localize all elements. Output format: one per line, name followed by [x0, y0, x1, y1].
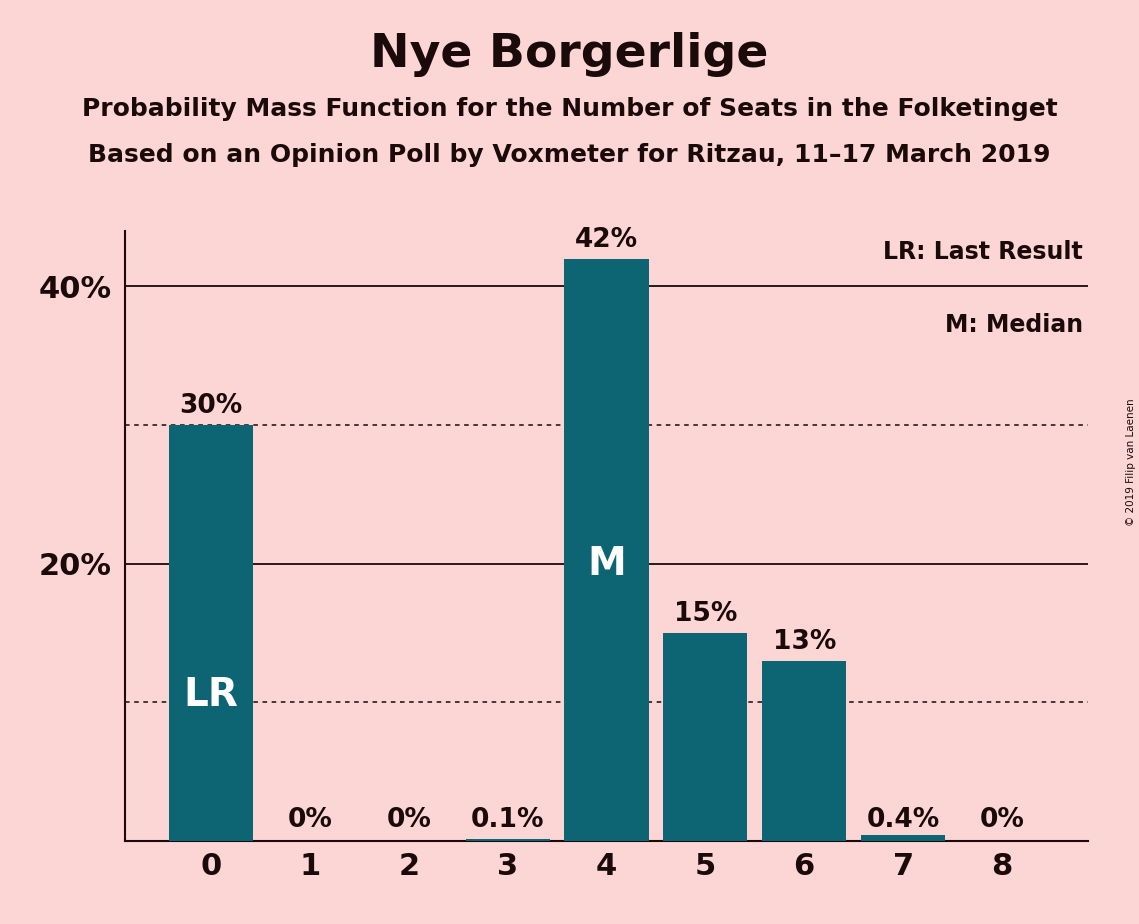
- Text: 0%: 0%: [287, 807, 333, 833]
- Text: Nye Borgerlige: Nye Borgerlige: [370, 32, 769, 78]
- Text: 0%: 0%: [386, 807, 432, 833]
- Text: 13%: 13%: [772, 629, 836, 655]
- Text: M: Median: M: Median: [945, 313, 1083, 337]
- Bar: [169, 425, 253, 841]
- Text: M: M: [587, 544, 626, 583]
- Text: Based on an Opinion Poll by Voxmeter for Ritzau, 11–17 March 2019: Based on an Opinion Poll by Voxmeter for…: [88, 143, 1051, 167]
- Text: LR: LR: [183, 676, 238, 714]
- Text: 30%: 30%: [180, 394, 243, 419]
- Bar: [466, 840, 550, 841]
- Text: 42%: 42%: [575, 227, 638, 253]
- Text: 15%: 15%: [673, 602, 737, 627]
- Text: © 2019 Filip van Laenen: © 2019 Filip van Laenen: [1126, 398, 1136, 526]
- Text: Probability Mass Function for the Number of Seats in the Folketinget: Probability Mass Function for the Number…: [82, 97, 1057, 121]
- Bar: [762, 661, 846, 841]
- Bar: [663, 633, 747, 841]
- Text: LR: Last Result: LR: Last Result: [883, 240, 1083, 264]
- Bar: [565, 259, 648, 841]
- Text: 0.1%: 0.1%: [470, 807, 544, 833]
- Bar: [861, 835, 945, 841]
- Text: 0.4%: 0.4%: [867, 807, 940, 833]
- Text: 0%: 0%: [980, 807, 1024, 833]
